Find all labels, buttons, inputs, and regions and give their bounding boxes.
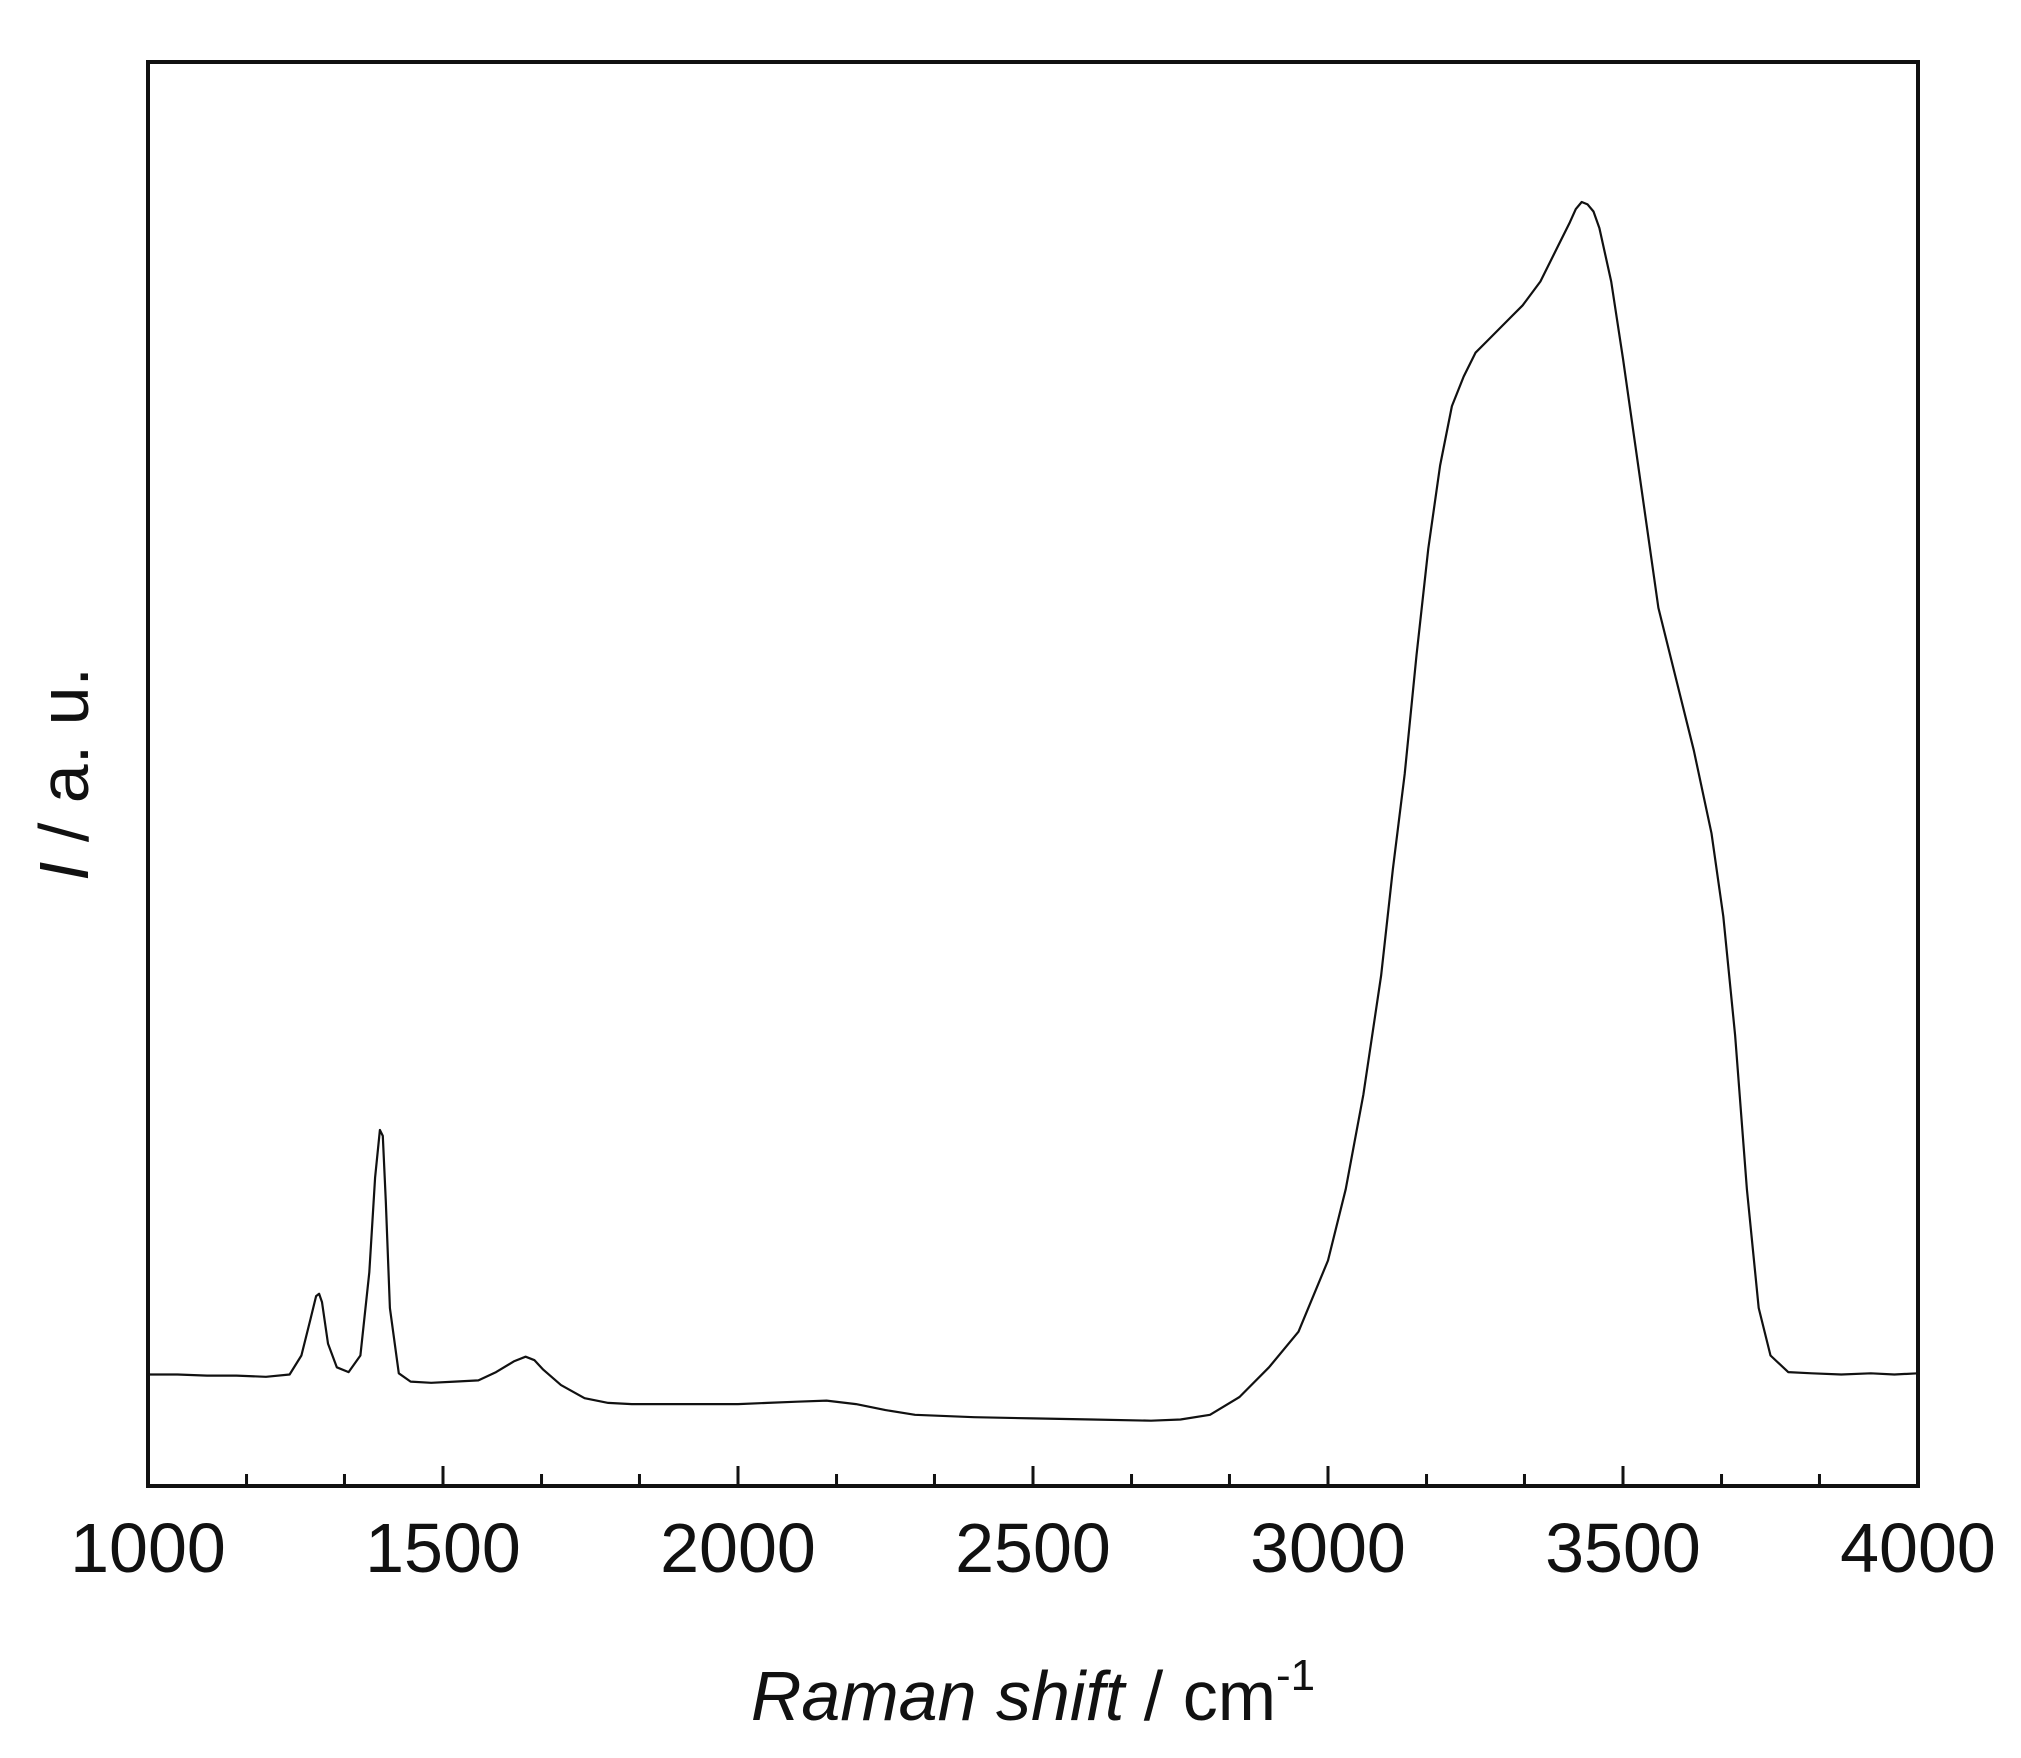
x-tick-label: 2000: [660, 1509, 816, 1587]
x-tick-label: 3000: [1250, 1509, 1406, 1587]
x-axis-ticks: [146, 1466, 1920, 1486]
x-tick-label: 1500: [365, 1509, 521, 1587]
x-tick-label: 1000: [70, 1509, 226, 1587]
x-tick-label: 2500: [955, 1509, 1111, 1587]
spectrum-series-line: [148, 200, 1919, 1422]
x-tick-label: 4000: [1840, 1509, 1996, 1587]
x-axis-tick-labels: 1000 1500 2000 2500 3000 3500 4000: [70, 1509, 1996, 1587]
plot-area-frame: [146, 60, 1920, 1488]
x-axis-label: Raman shift / cm-1: [751, 1651, 1315, 1735]
x-tick-label: 3500: [1545, 1509, 1701, 1587]
y-axis-label: I / a. u.: [25, 667, 103, 881]
